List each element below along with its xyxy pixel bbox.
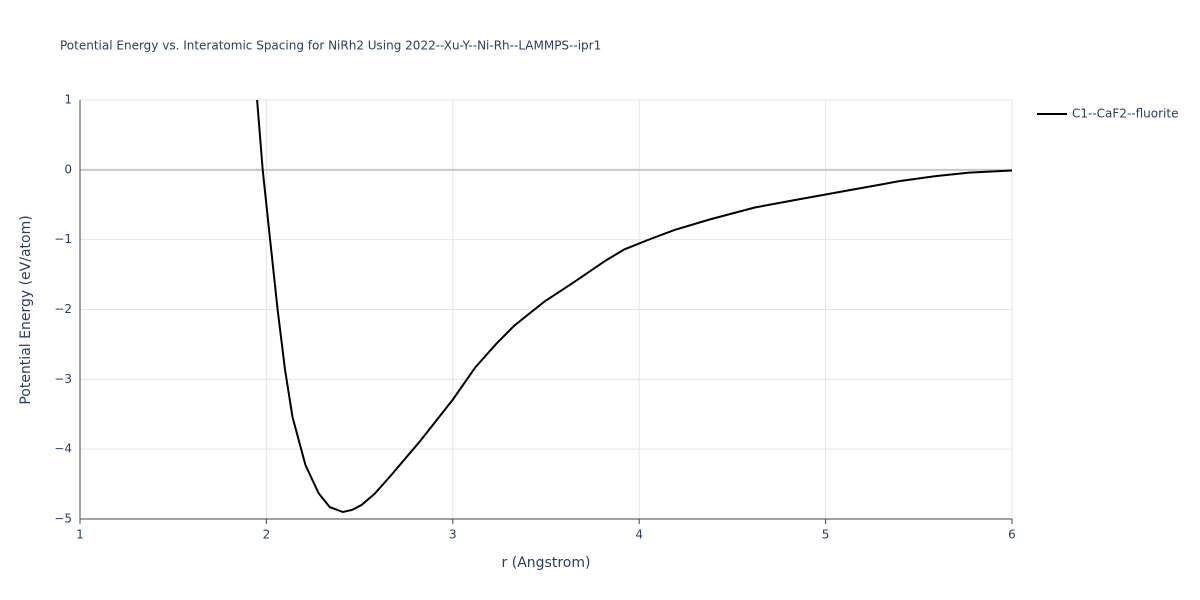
x-axis-title: r (Angstrom) [502,555,591,571]
y-axis-title: Potential Energy (eV/atom) [18,215,34,404]
x-tick-label: 3 [449,528,457,542]
x-tick-label: 6 [1008,528,1016,542]
x-tick-label: 5 [822,528,830,542]
x-tick-label: 4 [635,528,643,542]
x-tick-label: 1 [76,528,84,542]
series-line [256,100,1012,514]
chart-title: Potential Energy vs. Interatomic Spacing… [60,39,601,53]
y-tick-label: −5 [54,512,72,526]
y-tick-label: −4 [54,442,72,456]
y-tick-label: −1 [54,232,72,246]
y-tick-label: 0 [64,162,72,176]
y-tick-label: 1 [64,93,72,107]
x-tick-label: 2 [263,528,271,542]
y-tick-label: −3 [54,372,72,386]
y-tick-label: −2 [54,302,72,316]
legend-label: C1--CaF2--fluorite [1072,107,1178,121]
